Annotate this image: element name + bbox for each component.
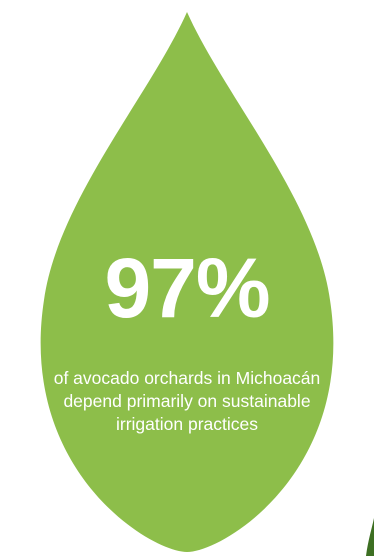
leaf-corner-accent <box>366 518 374 556</box>
stat-caption: of avocado orchards in Michoacán depend … <box>53 368 321 434</box>
drop-shape <box>40 12 334 552</box>
stat-value: 97% <box>104 241 270 335</box>
